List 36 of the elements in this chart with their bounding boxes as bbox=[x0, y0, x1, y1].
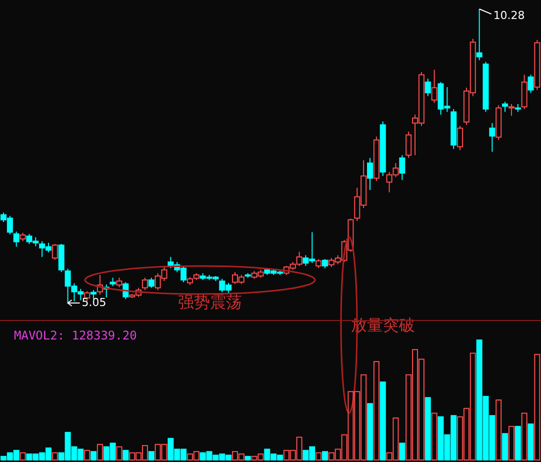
annotation: 强势震荡 bbox=[178, 292, 242, 312]
candlestick bbox=[406, 131, 412, 158]
bar bbox=[116, 446, 122, 460]
bar bbox=[514, 426, 521, 460]
bar bbox=[20, 452, 26, 460]
bar bbox=[122, 450, 129, 460]
bar bbox=[96, 444, 103, 460]
bar bbox=[380, 382, 386, 460]
bar bbox=[521, 412, 528, 460]
bar bbox=[52, 452, 58, 460]
bar bbox=[316, 452, 322, 460]
bar bbox=[322, 451, 328, 460]
bar bbox=[502, 433, 508, 460]
bar bbox=[148, 451, 154, 460]
annotation: 10.28 bbox=[493, 9, 525, 22]
candlestick bbox=[367, 157, 374, 191]
bar bbox=[399, 442, 406, 460]
bar bbox=[244, 456, 251, 460]
candlestick bbox=[431, 69, 438, 104]
candlestick bbox=[489, 122, 496, 152]
bar bbox=[424, 397, 431, 460]
annotation: 5.05 bbox=[82, 296, 106, 310]
candlestick bbox=[508, 104, 514, 116]
bar bbox=[508, 426, 514, 460]
bar bbox=[367, 403, 374, 460]
bar bbox=[84, 450, 90, 460]
bar bbox=[534, 354, 540, 460]
candlestick bbox=[496, 104, 502, 140]
bar bbox=[431, 412, 438, 460]
bar bbox=[496, 400, 502, 460]
bar bbox=[528, 424, 534, 460]
bar bbox=[373, 361, 380, 460]
candlestick bbox=[373, 136, 380, 182]
bar bbox=[90, 451, 97, 460]
candlestick bbox=[399, 154, 406, 180]
annotation: MAVOL2: 128339.20 bbox=[14, 328, 137, 342]
